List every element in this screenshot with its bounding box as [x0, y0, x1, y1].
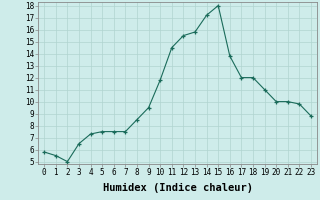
X-axis label: Humidex (Indice chaleur): Humidex (Indice chaleur) — [103, 183, 252, 193]
